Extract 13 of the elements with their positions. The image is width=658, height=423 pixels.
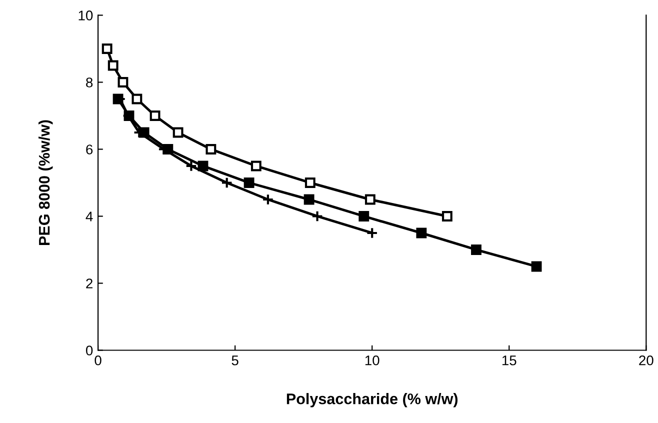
x-tick-label: 10 [365,355,380,366]
x-axis-title: Polysaccharide (% w/w) [286,393,458,408]
y-tick-label: 4 [86,212,93,222]
x-tick-label: 5 [232,356,238,366]
y-tick-label: 8 [86,78,93,88]
y-tick-label: 6 [86,144,93,154]
x-tick-label: 20 [639,355,654,366]
x-tick-label: 15 [502,356,516,366]
y-tick-label: 0 [86,346,93,356]
y-axis-title: PEG 8000 (%w/w) [38,120,53,245]
y-tick-label: 10 [78,10,93,20]
y-tick-label: 2 [86,278,92,288]
x-tick-label: 0 [94,355,102,366]
